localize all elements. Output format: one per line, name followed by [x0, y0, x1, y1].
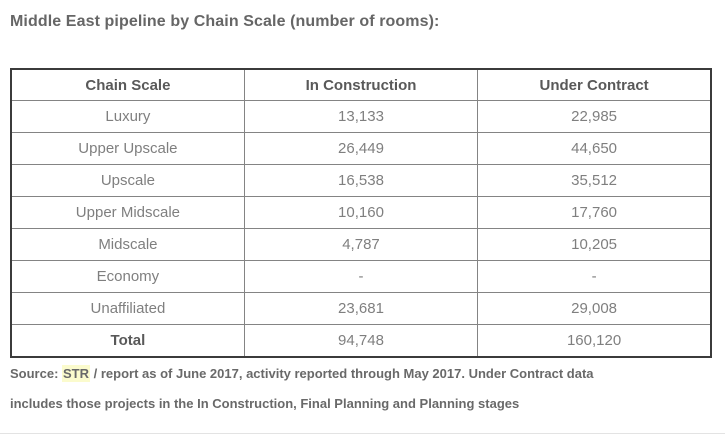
- source-label: Source:: [10, 366, 63, 381]
- table-row-total: Total 94,748 160,120: [10, 324, 712, 358]
- table-cell: 44,650: [477, 132, 712, 165]
- table-cell: 160,120: [477, 324, 712, 358]
- table-row-upper-upscale: Upper Upscale 26,449 44,650: [10, 132, 712, 165]
- table-cell: 94,748: [243, 324, 479, 358]
- table-cell: -: [243, 260, 479, 293]
- table-row-economy: Economy - -: [10, 260, 712, 293]
- source-line1-rest: / report as of June 2017, activity repor…: [90, 366, 594, 381]
- header-cell-in-construction: In Construction: [243, 68, 479, 101]
- page-title: Middle East pipeline by Chain Scale (num…: [10, 13, 440, 30]
- table-cell: Unaffiliated: [10, 292, 245, 325]
- table-cell: Upper Midscale: [10, 196, 245, 229]
- header-cell-chain-scale: Chain Scale: [10, 68, 245, 101]
- table-cell: 22,985: [477, 100, 712, 133]
- source-note-line-2: includes those projects in the In Constr…: [10, 396, 520, 411]
- table-cell: 17,760: [477, 196, 712, 229]
- table-row-unaffiliated: Unaffiliated 23,681 29,008: [10, 292, 712, 325]
- table-row-upper-midscale: Upper Midscale 10,160 17,760: [10, 196, 712, 229]
- table-body: Luxury 13,133 22,985 Upper Upscale 26,44…: [10, 100, 712, 358]
- table-cell: Upper Upscale: [10, 132, 245, 165]
- table-cell: Midscale: [10, 228, 245, 261]
- source-str-highlight: STR: [62, 365, 91, 382]
- table-row-upscale: Upscale 16,538 35,512: [10, 164, 712, 197]
- header-row: Chain Scale In Construction Under Contra…: [10, 68, 712, 101]
- table-cell: 10,160: [243, 196, 479, 229]
- table-cell: -: [477, 260, 712, 293]
- table-cell: Economy: [10, 260, 245, 293]
- table-row-midscale: Midscale 4,787 10,205: [10, 228, 712, 261]
- table-cell: 13,133: [243, 100, 479, 133]
- table-cell: 23,681: [243, 292, 479, 325]
- table-cell-total-label: Total: [10, 324, 245, 358]
- table-cell: 10,205: [477, 228, 712, 261]
- source-note: Source: STR / report as of June 2017, ac…: [10, 365, 715, 426]
- source-note-line-1: Source: STR / report as of June 2017, ac…: [10, 365, 715, 382]
- table-cell: 26,449: [243, 132, 479, 165]
- table-cell: Upscale: [10, 164, 245, 197]
- table-cell: 35,512: [477, 164, 712, 197]
- pipeline-table: Chain Scale In Construction Under Contra…: [10, 68, 712, 358]
- table-header: Chain Scale In Construction Under Contra…: [10, 68, 712, 101]
- table-row-luxury: Luxury 13,133 22,985: [10, 100, 712, 133]
- table-cell: 16,538: [243, 164, 479, 197]
- table-cell: Luxury: [10, 100, 245, 133]
- table-cell: 4,787: [243, 228, 479, 261]
- header-cell-under-contract: Under Contract: [477, 68, 712, 101]
- table-cell: 29,008: [477, 292, 712, 325]
